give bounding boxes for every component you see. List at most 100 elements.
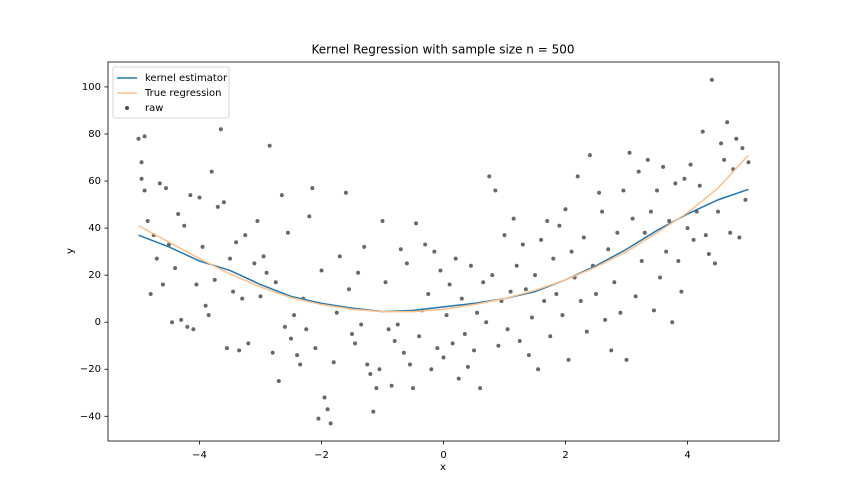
- scatter-point: [615, 230, 620, 235]
- scatter-point: [517, 339, 522, 344]
- scatter-point: [673, 181, 678, 186]
- scatter-point: [639, 259, 644, 264]
- y-tick-label: 20: [88, 270, 101, 281]
- scatter-point: [609, 348, 614, 353]
- scatter-point: [237, 348, 242, 353]
- scatter-point: [401, 350, 406, 355]
- scatter-point: [520, 242, 525, 247]
- scatter-point: [709, 77, 714, 82]
- scatter-point: [218, 127, 223, 132]
- scatter-point: [475, 310, 480, 315]
- y-tick-label: −40: [80, 411, 101, 422]
- scatter-point: [630, 216, 635, 221]
- scatter-point: [569, 249, 574, 254]
- scatter-point: [285, 230, 290, 235]
- scatter-point: [456, 376, 461, 381]
- scatter-point: [691, 237, 696, 242]
- scatter-point: [496, 343, 501, 348]
- x-tick-label: −4: [192, 450, 207, 461]
- scatter-point: [465, 364, 470, 369]
- scatter-point: [173, 266, 178, 271]
- plot-frame: [107, 61, 780, 442]
- x-axis-label: x: [440, 462, 446, 473]
- scatter-point: [231, 289, 236, 294]
- scatter-point: [703, 233, 708, 238]
- x-tick-label: 0: [440, 450, 446, 461]
- x-tick-label: 2: [562, 450, 568, 461]
- scatter-point: [203, 303, 208, 308]
- scatter-point: [322, 395, 327, 400]
- scatter-point: [136, 136, 141, 141]
- scatter-point: [441, 355, 446, 360]
- scatter-point: [371, 409, 376, 414]
- scatter-point: [560, 313, 565, 318]
- scatter-point: [658, 275, 663, 280]
- scatter-point: [624, 357, 629, 362]
- scatter-point: [676, 259, 681, 264]
- scatter-point: [145, 219, 150, 224]
- line: [138, 154, 750, 313]
- scatter-point: [508, 289, 513, 294]
- scatter-point: [743, 197, 748, 202]
- scatter-point: [459, 296, 464, 301]
- scatter-point: [389, 383, 394, 388]
- scatter-point: [346, 287, 351, 292]
- scatter-point: [533, 273, 537, 278]
- scatter-point: [255, 219, 260, 224]
- scatter-point: [337, 254, 342, 259]
- scatter-point: [575, 174, 580, 179]
- scatter-point: [481, 280, 486, 285]
- scatter-point: [368, 371, 373, 376]
- scatter-point: [484, 320, 489, 325]
- scatter-point: [395, 322, 400, 327]
- scatter-point: [282, 324, 287, 329]
- legend-label: kernel estimator: [145, 73, 228, 84]
- scatter-point: [584, 329, 589, 334]
- scatter-point: [258, 294, 263, 299]
- scatter-point: [462, 331, 467, 336]
- scatter-point: [154, 256, 159, 261]
- scatter-point: [581, 235, 586, 240]
- scatter-point: [453, 256, 458, 261]
- scatter-point: [536, 367, 541, 372]
- scatter-point: [648, 209, 653, 214]
- scatter-point: [746, 160, 751, 165]
- scatter-point: [411, 386, 415, 391]
- scatter-point: [618, 310, 623, 315]
- scatter-point: [176, 211, 181, 216]
- scatter-point: [240, 296, 245, 301]
- scatter-point: [447, 282, 452, 287]
- scatter-point: [740, 146, 745, 151]
- scatter-point: [292, 313, 297, 318]
- scatter-point: [398, 247, 403, 252]
- scatter-point: [289, 336, 293, 341]
- scatter-point: [404, 261, 409, 266]
- scatter-point: [432, 249, 437, 254]
- scatter-point: [728, 230, 733, 235]
- scatter-point: [362, 244, 367, 249]
- scatter-point: [267, 143, 272, 148]
- scatter-point: [139, 176, 144, 181]
- scatter-point: [551, 256, 556, 261]
- scatter-point: [423, 242, 428, 247]
- scatter-point: [542, 299, 547, 304]
- scatter-point: [539, 237, 544, 242]
- scatter-point: [603, 317, 608, 322]
- scatter-point: [627, 150, 632, 155]
- scatter-point: [350, 331, 354, 336]
- scatter-point: [700, 129, 705, 134]
- scatter-point: [142, 134, 147, 139]
- scatter-point: [331, 360, 336, 365]
- scatter-point: [472, 348, 476, 353]
- scatter-point: [493, 188, 498, 193]
- scatter-point: [587, 153, 592, 158]
- scatter-point: [188, 193, 193, 198]
- scatter-point: [737, 235, 742, 240]
- legend-marker: [125, 106, 129, 110]
- scatter-point: [468, 263, 473, 268]
- scatter-point: [566, 357, 571, 362]
- legend-label: True regression: [144, 88, 222, 99]
- scatter-point: [295, 353, 300, 358]
- scatter-point: [722, 157, 727, 162]
